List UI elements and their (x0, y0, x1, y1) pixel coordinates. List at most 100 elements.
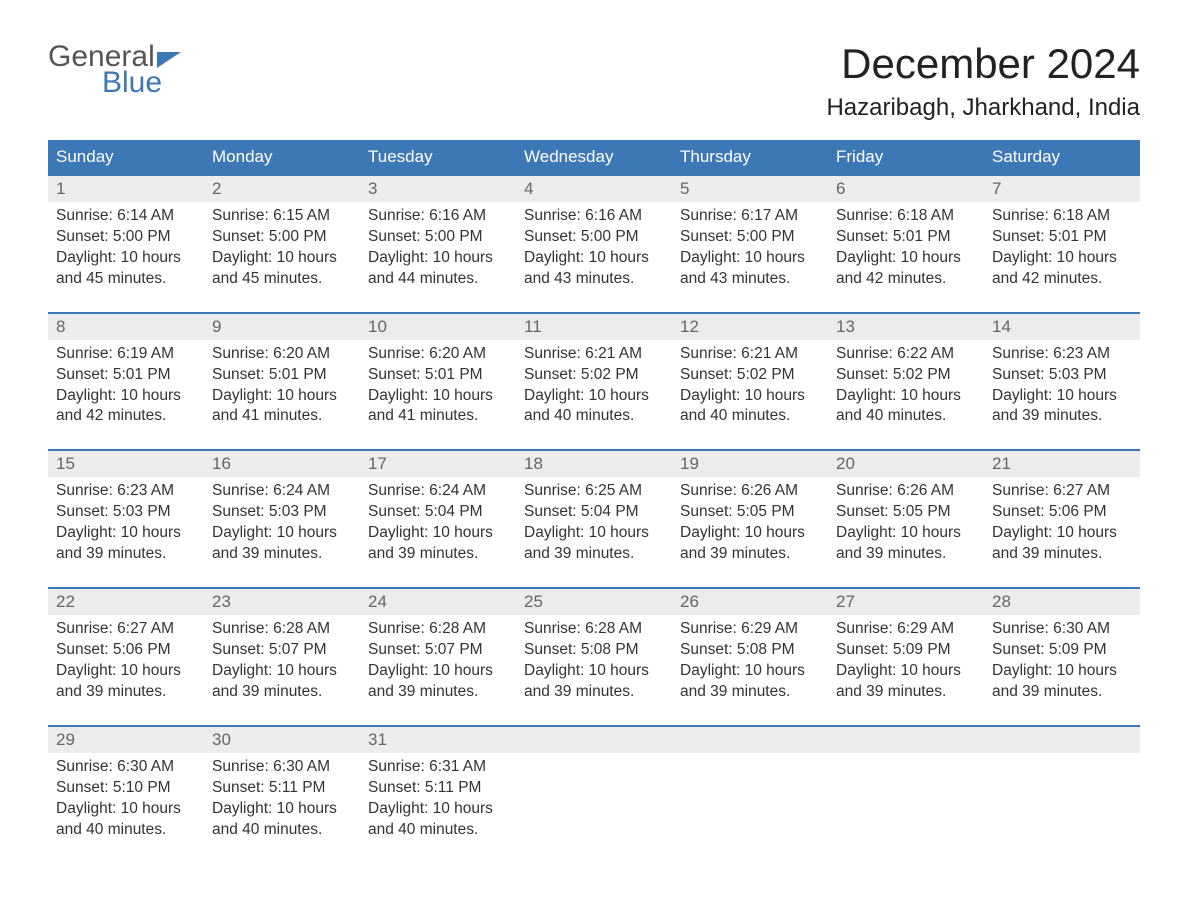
day-detail-cell: Sunrise: 6:30 AMSunset: 5:11 PMDaylight:… (204, 753, 360, 863)
day-detail-cell: Sunrise: 6:23 AMSunset: 5:03 PMDaylight:… (48, 477, 204, 588)
sunset-line: Sunset: 5:10 PM (56, 778, 196, 799)
daylight-line2: and 39 minutes. (212, 682, 352, 703)
day-number-cell: 25 (516, 589, 672, 615)
sunset-line: Sunset: 5:02 PM (836, 365, 976, 386)
day-detail-cell: Sunrise: 6:18 AMSunset: 5:01 PMDaylight:… (828, 202, 984, 313)
day-number-row: 1234567 (48, 176, 1140, 202)
day-detail-cell: Sunrise: 6:24 AMSunset: 5:04 PMDaylight:… (360, 477, 516, 588)
daylight-line2: and 42 minutes. (56, 406, 196, 427)
daylight-line2: and 43 minutes. (680, 269, 820, 290)
day-detail-cell: Sunrise: 6:28 AMSunset: 5:07 PMDaylight:… (204, 615, 360, 726)
daylight-line2: and 43 minutes. (524, 269, 664, 290)
sunrise-line: Sunrise: 6:29 AM (680, 619, 820, 640)
day-number-cell (984, 727, 1140, 753)
sunset-line: Sunset: 5:04 PM (368, 502, 508, 523)
sunrise-line: Sunrise: 6:30 AM (212, 757, 352, 778)
day-detail-cell: Sunrise: 6:31 AMSunset: 5:11 PMDaylight:… (360, 753, 516, 863)
day-detail-row: Sunrise: 6:19 AMSunset: 5:01 PMDaylight:… (48, 340, 1140, 451)
day-number-cell: 9 (204, 314, 360, 340)
daylight-line1: Daylight: 10 hours (836, 386, 976, 407)
day-number-cell: 4 (516, 176, 672, 202)
day-number-row: 293031 (48, 727, 1140, 753)
day-number-cell: 2 (204, 176, 360, 202)
sunset-line: Sunset: 5:03 PM (992, 365, 1132, 386)
sunrise-line: Sunrise: 6:21 AM (524, 344, 664, 365)
month-title: December 2024 (826, 40, 1140, 88)
day-number-row: 15161718192021 (48, 451, 1140, 477)
daylight-line2: and 44 minutes. (368, 269, 508, 290)
day-detail-cell: Sunrise: 6:16 AMSunset: 5:00 PMDaylight:… (360, 202, 516, 313)
day-detail-cell (984, 753, 1140, 863)
day-detail-row: Sunrise: 6:27 AMSunset: 5:06 PMDaylight:… (48, 615, 1140, 726)
day-detail-cell: Sunrise: 6:16 AMSunset: 5:00 PMDaylight:… (516, 202, 672, 313)
day-number-cell: 17 (360, 451, 516, 477)
sunset-line: Sunset: 5:06 PM (56, 640, 196, 661)
sunrise-line: Sunrise: 6:14 AM (56, 206, 196, 227)
sunset-line: Sunset: 5:04 PM (524, 502, 664, 523)
day-of-week-header: Thursday (672, 140, 828, 175)
day-of-week-header: Tuesday (360, 140, 516, 175)
day-detail-cell: Sunrise: 6:20 AMSunset: 5:01 PMDaylight:… (360, 340, 516, 451)
day-detail-cell: Sunrise: 6:23 AMSunset: 5:03 PMDaylight:… (984, 340, 1140, 451)
daylight-line1: Daylight: 10 hours (212, 248, 352, 269)
day-number-cell: 19 (672, 451, 828, 477)
day-detail-cell: Sunrise: 6:21 AMSunset: 5:02 PMDaylight:… (516, 340, 672, 451)
day-number-cell: 30 (204, 727, 360, 753)
sunrise-line: Sunrise: 6:20 AM (368, 344, 508, 365)
sunset-line: Sunset: 5:03 PM (212, 502, 352, 523)
daylight-line1: Daylight: 10 hours (992, 248, 1132, 269)
day-number-cell: 20 (828, 451, 984, 477)
day-of-week-header: Wednesday (516, 140, 672, 175)
sunrise-line: Sunrise: 6:28 AM (212, 619, 352, 640)
day-detail-cell (672, 753, 828, 863)
title-block: December 2024 Hazaribagh, Jharkhand, Ind… (826, 40, 1140, 122)
day-detail-cell: Sunrise: 6:22 AMSunset: 5:02 PMDaylight:… (828, 340, 984, 451)
daylight-line2: and 41 minutes. (368, 406, 508, 427)
daylight-line1: Daylight: 10 hours (368, 386, 508, 407)
sunset-line: Sunset: 5:00 PM (680, 227, 820, 248)
sunrise-line: Sunrise: 6:18 AM (992, 206, 1132, 227)
day-number-cell: 26 (672, 589, 828, 615)
daylight-line2: and 42 minutes. (836, 269, 976, 290)
day-number-cell: 27 (828, 589, 984, 615)
day-detail-cell: Sunrise: 6:30 AMSunset: 5:10 PMDaylight:… (48, 753, 204, 863)
day-number-cell: 12 (672, 314, 828, 340)
day-number-cell: 22 (48, 589, 204, 615)
sunset-line: Sunset: 5:05 PM (680, 502, 820, 523)
sunset-line: Sunset: 5:09 PM (992, 640, 1132, 661)
day-number-cell: 16 (204, 451, 360, 477)
sunrise-line: Sunrise: 6:26 AM (680, 481, 820, 502)
daylight-line2: and 40 minutes. (524, 406, 664, 427)
daylight-line2: and 40 minutes. (836, 406, 976, 427)
day-detail-cell: Sunrise: 6:28 AMSunset: 5:08 PMDaylight:… (516, 615, 672, 726)
logo: General Blue (48, 40, 181, 100)
sunrise-line: Sunrise: 6:24 AM (368, 481, 508, 502)
sunset-line: Sunset: 5:01 PM (368, 365, 508, 386)
daylight-line2: and 39 minutes. (992, 406, 1132, 427)
day-of-week-header: Saturday (984, 140, 1140, 175)
daylight-line1: Daylight: 10 hours (992, 523, 1132, 544)
page-header: General Blue December 2024 Hazaribagh, J… (48, 40, 1140, 122)
daylight-line1: Daylight: 10 hours (56, 799, 196, 820)
sunset-line: Sunset: 5:07 PM (212, 640, 352, 661)
day-number-cell: 8 (48, 314, 204, 340)
daylight-line2: and 40 minutes. (368, 820, 508, 841)
sunrise-line: Sunrise: 6:30 AM (992, 619, 1132, 640)
daylight-line2: and 39 minutes. (368, 544, 508, 565)
day-detail-cell: Sunrise: 6:29 AMSunset: 5:08 PMDaylight:… (672, 615, 828, 726)
sunset-line: Sunset: 5:08 PM (524, 640, 664, 661)
day-number-cell: 28 (984, 589, 1140, 615)
daylight-line1: Daylight: 10 hours (368, 799, 508, 820)
day-detail-cell: Sunrise: 6:27 AMSunset: 5:06 PMDaylight:… (48, 615, 204, 726)
sunset-line: Sunset: 5:09 PM (836, 640, 976, 661)
day-number-cell: 23 (204, 589, 360, 615)
sunset-line: Sunset: 5:08 PM (680, 640, 820, 661)
day-detail-cell (828, 753, 984, 863)
sunrise-line: Sunrise: 6:26 AM (836, 481, 976, 502)
daylight-line1: Daylight: 10 hours (680, 248, 820, 269)
day-detail-cell: Sunrise: 6:24 AMSunset: 5:03 PMDaylight:… (204, 477, 360, 588)
day-number-cell: 14 (984, 314, 1140, 340)
daylight-line1: Daylight: 10 hours (368, 523, 508, 544)
sunrise-line: Sunrise: 6:22 AM (836, 344, 976, 365)
day-number-row: 22232425262728 (48, 589, 1140, 615)
